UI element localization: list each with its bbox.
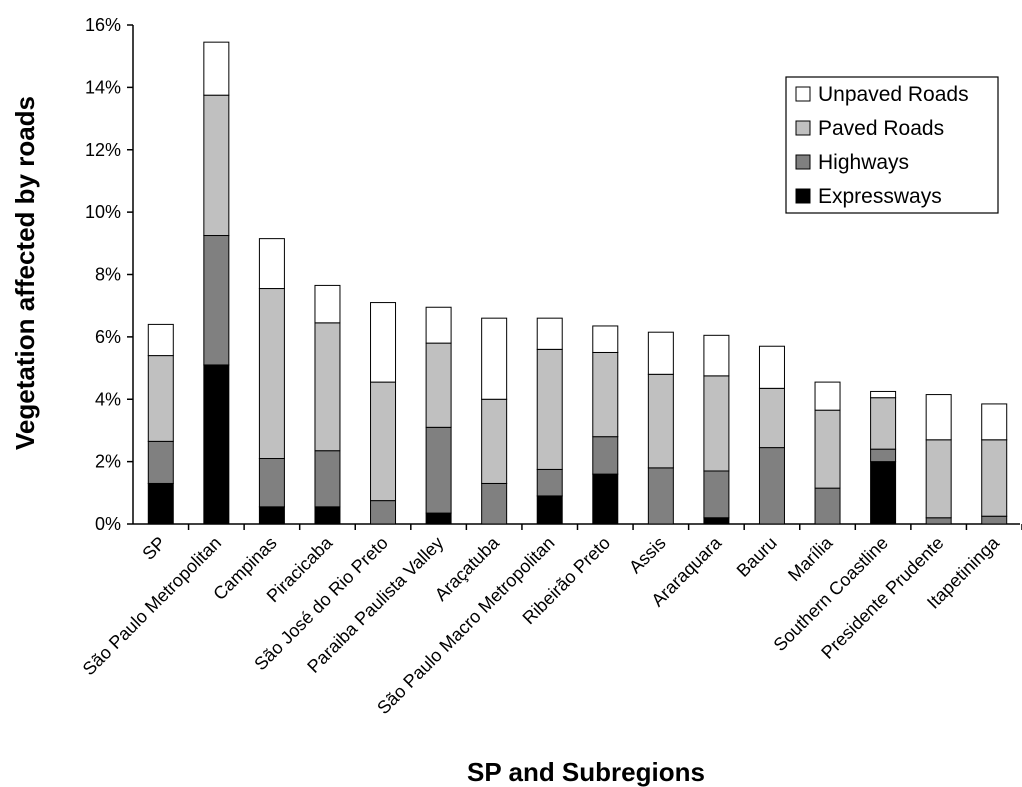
bar-segment	[592, 436, 619, 475]
bar-segment	[314, 506, 341, 525]
bar-segment	[425, 512, 452, 525]
legend-label: Unpaved Roads	[818, 83, 969, 106]
bar-segment	[314, 450, 341, 508]
y-tick-label: 12%	[85, 140, 121, 160]
bar-segment	[536, 495, 563, 525]
y-tick-label: 4%	[95, 389, 121, 409]
bar-segment	[814, 381, 841, 411]
bar-segment	[481, 482, 508, 525]
bar-segment	[147, 355, 174, 442]
bar-segment	[758, 345, 785, 389]
bar-segment	[981, 439, 1008, 517]
bar-segment	[814, 409, 841, 489]
bar-segment	[370, 302, 397, 383]
bar-segment	[258, 506, 285, 525]
bar-segment	[703, 470, 730, 519]
y-tick-label: 2%	[95, 452, 121, 472]
bar-segment	[258, 458, 285, 508]
bar-segment	[425, 426, 452, 514]
bar-segment	[647, 373, 674, 469]
bar-segment	[703, 517, 730, 525]
y-tick-label: 8%	[95, 265, 121, 285]
bar-segment	[147, 440, 174, 484]
bar-segment	[147, 323, 174, 357]
legend-swatch	[795, 188, 811, 204]
bar-segment	[981, 515, 1008, 525]
bar-segment	[870, 448, 897, 463]
bar-segment	[481, 398, 508, 484]
legend-swatch	[795, 154, 811, 170]
bar-segment	[703, 334, 730, 377]
bar-segment	[203, 94, 230, 237]
bar-segment	[647, 331, 674, 375]
y-tick-label: 10%	[85, 202, 121, 222]
legend-box	[785, 76, 999, 214]
bar-segment	[925, 394, 952, 441]
y-tick-label: 16%	[85, 15, 121, 35]
bar-segment	[370, 500, 397, 525]
legend-swatch	[795, 120, 811, 136]
bar-segment	[203, 235, 230, 366]
bar-segment	[203, 41, 230, 96]
y-axis-ticks: 0% 2% 4% 6% 8% 10% 12% 14% 16%	[85, 15, 133, 534]
bar-segment	[370, 381, 397, 502]
bar-segment	[425, 342, 452, 428]
bar-segment	[481, 317, 508, 400]
x-tick-label: Marília	[784, 532, 837, 585]
y-axis-label: Vegetation affected by roads	[10, 96, 40, 450]
bar-segment	[870, 397, 897, 450]
legend: Unpaved Roads Paved Roads Highways Expressw…	[785, 76, 999, 214]
x-tick-label: SP	[138, 533, 169, 564]
bar-segment	[758, 387, 785, 449]
legend-label: Paved Roads	[818, 117, 944, 140]
bar-segment	[314, 284, 341, 324]
bar-segment	[870, 390, 897, 399]
bar-segment	[203, 364, 230, 525]
bar-segment	[925, 439, 952, 519]
bar-segment	[814, 487, 841, 525]
bar-segment	[981, 403, 1008, 441]
bar-segment	[425, 306, 452, 344]
bar-segment	[258, 238, 285, 290]
bar-segment	[647, 467, 674, 525]
legend-swatch	[795, 86, 811, 102]
x-tick-label: Bauru	[733, 533, 781, 581]
bar-segment	[258, 288, 285, 460]
bar-segment	[758, 447, 785, 525]
bar-segment	[147, 482, 174, 525]
x-axis-label: SP and Subregions	[467, 757, 705, 787]
bar-segment	[925, 517, 952, 525]
y-tick-label: 14%	[85, 77, 121, 97]
plot-area	[132, 25, 1020, 525]
legend-label: Expressways	[818, 185, 942, 208]
bar-segment	[592, 351, 619, 438]
bar-segment	[314, 322, 341, 452]
bar-segment	[536, 348, 563, 470]
bar-segment	[703, 375, 730, 472]
bar-segment	[592, 473, 619, 525]
bar-segment	[870, 461, 897, 525]
bar-segment	[536, 468, 563, 497]
bar-segment	[592, 325, 619, 353]
bar-segment	[536, 317, 563, 350]
y-tick-label: 6%	[95, 327, 121, 347]
x-tick-label: Assis	[625, 533, 670, 578]
legend-label: Highways	[818, 151, 909, 174]
y-tick-label: 0%	[95, 514, 121, 534]
